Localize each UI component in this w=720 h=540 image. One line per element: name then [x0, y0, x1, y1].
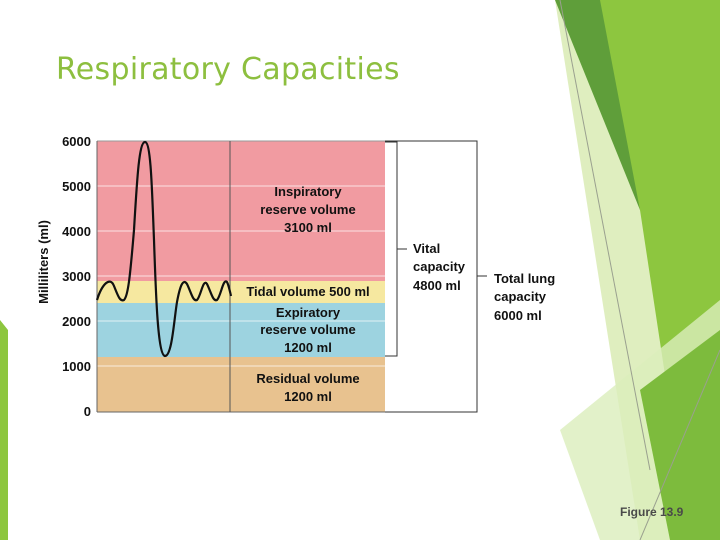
- residual-volume-amount: 1200 ml: [284, 389, 332, 404]
- total-capacity-amount: 6000 ml: [494, 308, 542, 323]
- tidal-volume-label: Tidal volume 500 ml: [246, 284, 369, 299]
- y-tick-3000: 3000: [62, 269, 91, 284]
- total-capacity-line1: Total lung: [494, 271, 555, 286]
- band-expiratory-reserve: [97, 303, 385, 357]
- vital-capacity-line1: Vital: [413, 241, 440, 256]
- y-tick-2000: 2000: [62, 314, 91, 329]
- expiratory-reserve-label-2: reserve volume: [260, 322, 355, 337]
- figure-caption: Figure 13.9: [620, 505, 684, 519]
- inspiratory-reserve-label-1: Inspiratory: [274, 184, 342, 199]
- facet-bottom: [640, 330, 720, 540]
- total-capacity-labels: Total lung capacity 6000 ml: [494, 271, 555, 323]
- y-tick-4000: 4000: [62, 224, 91, 239]
- residual-volume-label: Residual volume: [256, 371, 359, 386]
- spirogram-trace: [95, 140, 233, 358]
- inspiratory-reserve-label-2: reserve volume: [260, 202, 355, 217]
- y-tick-1000: 1000: [62, 359, 91, 374]
- facet-line: [559, 0, 651, 471]
- band-inspiratory-reserve: [97, 141, 385, 281]
- vital-capacity-labels: Vital capacity 4800 ml: [413, 241, 466, 293]
- expiratory-reserve-amount: 1200 ml: [284, 340, 332, 355]
- y-tick-labels: 6000 5000 4000 3000 2000 1000 0: [62, 134, 91, 419]
- total-capacity-bracket: [385, 140, 487, 413]
- y-tick-5000: 5000: [62, 179, 91, 194]
- vital-capacity-bracket: [385, 141, 407, 357]
- slide-title: Respiratory Capacities: [56, 52, 400, 87]
- vital-capacity-amount: 4800 ml: [413, 278, 461, 293]
- volume-labels: Inspiratory reserve volume 3100 ml Tidal…: [246, 184, 369, 404]
- inspiratory-reserve-amount: 3100 ml: [284, 220, 332, 235]
- y-axis-label: Milliliters (ml): [36, 220, 51, 304]
- vital-capacity-line2: capacity: [413, 259, 466, 274]
- facet-left-strip: [0, 320, 8, 540]
- gridlines: [97, 185, 385, 367]
- band-tidal: [97, 281, 385, 303]
- facet-line: [639, 349, 720, 540]
- y-tick-6000: 6000: [62, 134, 91, 149]
- total-capacity-line2: capacity: [494, 289, 547, 304]
- y-tick-0: 0: [84, 404, 91, 419]
- expiratory-reserve-label-1: Expiratory: [276, 305, 341, 320]
